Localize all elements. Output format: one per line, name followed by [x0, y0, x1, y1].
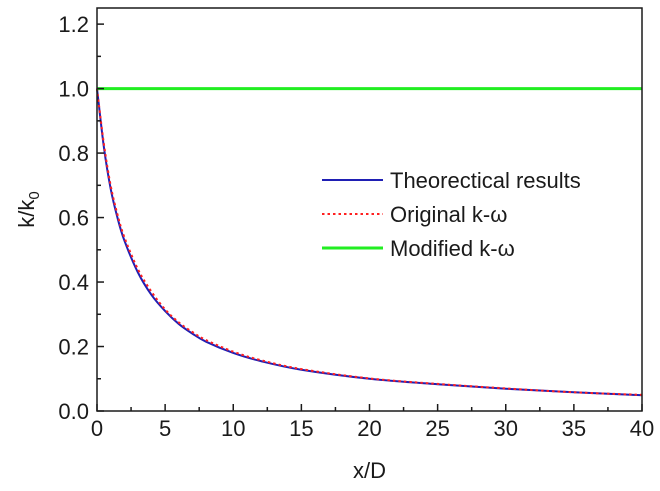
- y-tick-label: 0.4: [58, 270, 89, 295]
- x-tick-label: 20: [357, 416, 381, 441]
- y-tick-label: 0.8: [58, 141, 89, 166]
- legend-label-modified-k-omega: Modified k-ω: [390, 236, 515, 261]
- y-axis-title-main: k/k: [14, 199, 39, 228]
- y-tick-label: 0.2: [58, 335, 89, 360]
- series-line-theoretical-results: [96, 88, 643, 397]
- x-tick-label: 15: [289, 416, 313, 441]
- x-tick-label: 25: [425, 416, 449, 441]
- plot-frame: [96, 7, 643, 412]
- legend-label-theoretical-results: Theorectical results: [390, 168, 581, 193]
- tick-labels-layer: 0 5 10 15 20 25 30 35 40 0.0 0.2 0.4 0.6 0.8 1.0 1.2: [58, 12, 654, 441]
- x-tick-label: 10: [221, 416, 245, 441]
- x-axis-title: x/D: [353, 458, 386, 483]
- legend-label-original-k-omega: Original k-ω: [390, 202, 507, 227]
- series-layer: [96, 87, 643, 397]
- y-tick-label: 0.0: [58, 399, 89, 424]
- x-tick-label: 40: [630, 416, 654, 441]
- x-tick-label: 5: [159, 416, 171, 441]
- y-axis-title: k/k0: [14, 191, 43, 227]
- legend: Theorectical results Original k-ω Modified…: [322, 168, 581, 261]
- y-tick-label: 1.0: [58, 77, 89, 102]
- ticks-layer: [96, 23, 643, 412]
- x-tick-label: 30: [494, 416, 518, 441]
- y-tick-label: 0.6: [58, 206, 89, 231]
- x-tick-label: 35: [562, 416, 586, 441]
- series-line-original-k-omega: [96, 88, 643, 396]
- x-tick-label: 0: [91, 416, 103, 441]
- y-tick-label: 1.2: [58, 12, 89, 37]
- y-axis-title-subscript: 0: [26, 191, 43, 199]
